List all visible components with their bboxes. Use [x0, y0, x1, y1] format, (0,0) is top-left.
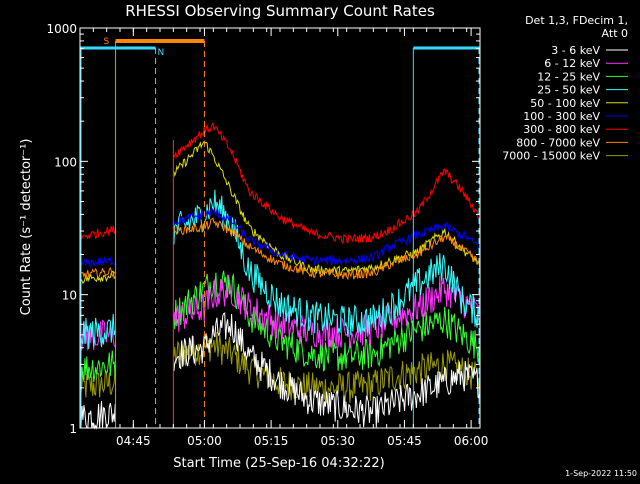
timestamp: 1-Sep-2022 11:50 [565, 469, 637, 478]
legend-label: 6 - 12 keV [544, 57, 600, 70]
legend-label: 800 - 7000 keV [516, 136, 600, 149]
saa-label: S [104, 37, 110, 47]
legend-label: 3 - 6 keV [551, 44, 600, 57]
y-tick-label: 1 [69, 422, 77, 436]
x-tick-label: 05:45 [387, 434, 422, 448]
x-tick-label: 05:00 [187, 434, 222, 448]
x-tick-label: 05:30 [320, 434, 355, 448]
series-7000-15000-kev [79, 331, 481, 404]
series-line [79, 217, 481, 281]
legend-label: 300 - 800 keV [523, 123, 600, 136]
series-line [80, 312, 481, 430]
x-tick-label: 04:45 [116, 434, 151, 448]
x-tick-label: 06:00 [454, 434, 489, 448]
y-tick-label: 1000 [46, 22, 77, 36]
series-line [79, 331, 481, 404]
y-tick-label: 10 [62, 289, 77, 303]
x-axis-label: Start Time (25-Sep-16 04:32:22) [173, 456, 384, 471]
legend-header: Att 0 [602, 27, 628, 40]
series-line [79, 270, 481, 384]
legend-label: 100 - 300 keV [523, 110, 600, 123]
legend-label: 7000 - 15000 keV [502, 150, 600, 163]
y-axis-label: Count Rate (s⁻¹ detector⁻¹) [19, 139, 34, 316]
legend-label: 50 - 100 keV [530, 97, 600, 110]
legend-header: Det 1,3, FDecim 1, [525, 14, 628, 27]
y-tick-label: 100 [54, 155, 77, 169]
series-300-800-kev [79, 121, 481, 245]
legend-label: 12 - 25 keV [537, 70, 600, 83]
legend-label: 25 - 50 keV [537, 84, 600, 97]
series-3-6-kev [80, 312, 481, 430]
series-800-7000-kev [79, 217, 481, 281]
chart-title: RHESSI Observing Summary Count Rates [125, 2, 435, 20]
series-line [79, 207, 481, 269]
night-label: N [158, 48, 165, 58]
series-100-300-kev [79, 207, 481, 269]
series-12-25-kev [79, 270, 481, 384]
x-tick-label: 05:15 [254, 434, 289, 448]
series-line [79, 121, 481, 245]
